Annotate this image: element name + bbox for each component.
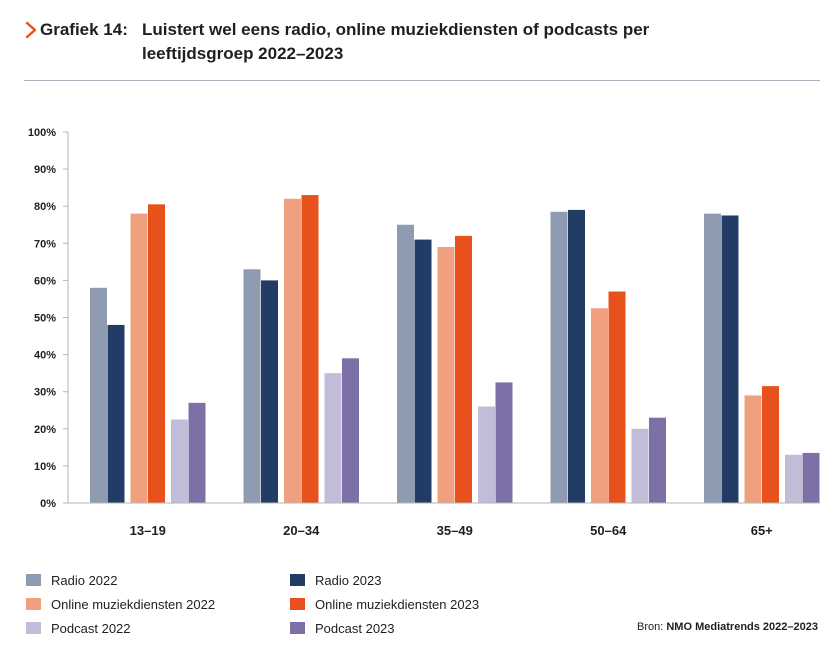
bar-podcast-2023 (342, 358, 359, 503)
bar-podcast-2022 (785, 454, 802, 503)
y-tick-label: 80% (34, 201, 56, 213)
y-tick-label: 60% (34, 275, 56, 287)
x-tick-label: 50–64 (590, 523, 627, 538)
bar-online-muziekdiensten-2022 (744, 395, 762, 503)
bar-podcast-2023 (649, 417, 666, 503)
header-divider (24, 80, 820, 81)
bar-podcast-2022 (631, 428, 649, 503)
bar-radio-2023 (107, 324, 125, 503)
bar-podcast-2022 (478, 406, 495, 503)
bar-podcast-2022 (171, 419, 188, 503)
bar-online-muziekdiensten-2023 (608, 291, 626, 503)
x-tick-label: 13–19 (130, 523, 166, 538)
bar-radio-2022 (90, 287, 107, 503)
source-name: NMO Mediatrends 2022–2023 (666, 621, 818, 633)
bar-online-muziekdiensten-2023 (455, 235, 472, 503)
bar-radio-2022 (397, 224, 414, 503)
bar-online-muziekdiensten-2022 (130, 213, 148, 503)
bar-radio-2022 (704, 213, 721, 503)
bar-radio-2023 (261, 280, 278, 503)
y-tick-label: 50% (34, 313, 56, 325)
chart-number: Grafiek 14: (40, 20, 128, 39)
x-tick-label: 35–49 (437, 523, 473, 538)
bar-podcast-2023 (802, 452, 820, 503)
bar-podcast-2023 (495, 382, 513, 503)
chart-title: Luistert wel eens radio, online muziekdi… (142, 20, 650, 63)
bar-online-muziekdiensten-2023 (762, 386, 779, 503)
bar-radio-2022 (550, 211, 568, 503)
y-tick-label: 90% (34, 164, 56, 176)
x-tick-label: 65+ (751, 523, 773, 538)
source-note: Bron: NMO Mediatrends 2022–2023 (637, 621, 818, 633)
bar-radio-2023 (414, 239, 432, 503)
bar-online-muziekdiensten-2023 (301, 195, 319, 503)
y-tick-label: 70% (34, 238, 56, 250)
bar-radio-2022 (243, 269, 261, 503)
bar-online-muziekdiensten-2022 (284, 198, 301, 503)
x-tick-label: 20–34 (283, 523, 320, 538)
bar-online-muziekdiensten-2022 (437, 247, 455, 503)
y-tick-label: 0% (40, 498, 56, 510)
y-tick-label: 20% (34, 424, 56, 436)
y-tick-label: 100% (28, 127, 56, 139)
chevron-right-icon (25, 21, 37, 39)
y-tick-label: 10% (34, 461, 56, 473)
y-tick-label: 40% (34, 350, 56, 362)
bar-podcast-2023 (188, 402, 206, 503)
bar-radio-2023 (568, 209, 585, 503)
bar-online-muziekdiensten-2022 (591, 308, 608, 503)
bar-online-muziekdiensten-2023 (148, 204, 165, 503)
y-tick-label: 30% (34, 387, 56, 399)
source-label: Bron: (637, 621, 664, 633)
bar-radio-2023 (721, 215, 739, 503)
bar-podcast-2022 (324, 373, 342, 503)
